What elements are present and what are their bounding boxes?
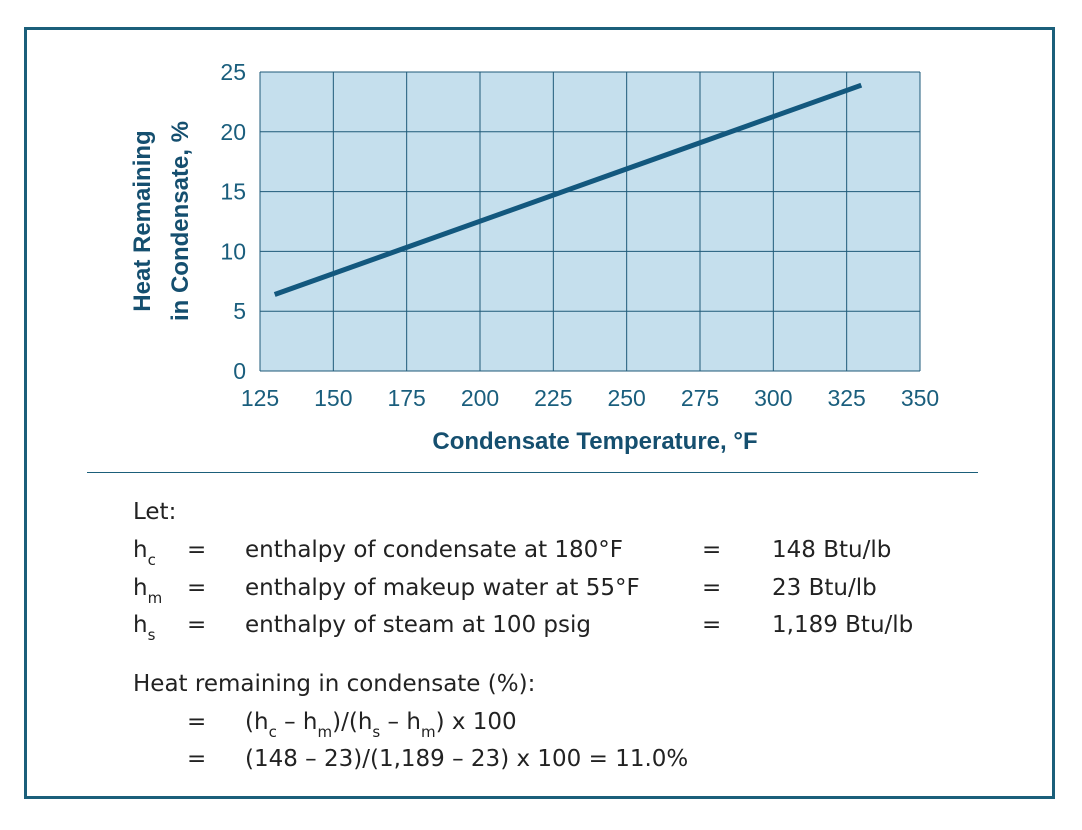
x-tick-label: 275 <box>681 385 719 411</box>
equals-sign: = <box>702 575 722 601</box>
definition-value: 148 Btu/lb <box>772 537 892 563</box>
definition-text: enthalpy of steam at 100 psig <box>245 612 591 638</box>
equals-sign: = <box>187 612 207 638</box>
x-tick-labels: 125 150 175 200 225 250 275 300 325 350 <box>241 385 939 411</box>
definition-text: enthalpy of makeup water at 55°F <box>245 575 640 601</box>
x-axis-title: Condensate Temperature, °F <box>432 428 757 455</box>
x-tick-label: 175 <box>387 385 425 411</box>
equals-sign: = <box>702 537 722 563</box>
x-tick-label: 325 <box>827 385 865 411</box>
symbol-hs: hs <box>133 612 156 644</box>
definition-text: enthalpy of condensate at 180°F <box>245 537 624 563</box>
y-axis-title-line2: in Condensate, % <box>167 121 194 321</box>
y-tick-labels: 0 5 10 15 20 25 <box>220 59 246 384</box>
y-tick-label: 20 <box>220 119 246 145</box>
equals-sign: = <box>187 746 207 772</box>
y-tick-label: 15 <box>220 179 246 205</box>
divider <box>87 472 978 473</box>
equals-sign: = <box>187 575 207 601</box>
result-label: Heat remaining in condensate (%): <box>133 671 536 697</box>
series-line <box>273 82 863 297</box>
x-tick-label: 150 <box>314 385 352 411</box>
let-label: Let: <box>133 499 177 525</box>
x-tick-label: 300 <box>754 385 792 411</box>
equals-sign: = <box>187 537 207 563</box>
definition-value: 23 Btu/lb <box>772 575 877 601</box>
equals-sign: = <box>702 612 722 638</box>
equals-sign: = <box>187 709 207 735</box>
symbol-hm: hm <box>133 575 163 607</box>
figure-border <box>24 27 1055 799</box>
x-tick-label: 350 <box>901 385 939 411</box>
y-tick-label: 10 <box>220 238 246 264</box>
formula: (hc – hm)/(hs – hm) x 100 <box>245 709 517 741</box>
y-tick-label: 5 <box>233 298 246 324</box>
x-tick-label: 200 <box>461 385 499 411</box>
y-tick-label: 25 <box>220 59 246 85</box>
x-tick-label: 225 <box>534 385 572 411</box>
y-tick-label: 0 <box>233 358 246 384</box>
x-tick-label: 125 <box>241 385 279 411</box>
grid <box>259 71 921 372</box>
chart: 125 150 175 200 225 250 275 300 325 350 0 5 10 15 20 2… <box>129 59 939 455</box>
symbol-hc: hc <box>133 537 156 569</box>
calculation-result: (148 – 23)/(1,189 – 23) x 100 = 11.0% <box>245 746 689 772</box>
plot-area <box>260 72 920 371</box>
definition-value: 1,189 Btu/lb <box>772 612 914 638</box>
series-group <box>273 82 863 297</box>
x-tick-label: 250 <box>607 385 645 411</box>
y-axis-title-line1: Heat Remaining <box>129 130 156 311</box>
